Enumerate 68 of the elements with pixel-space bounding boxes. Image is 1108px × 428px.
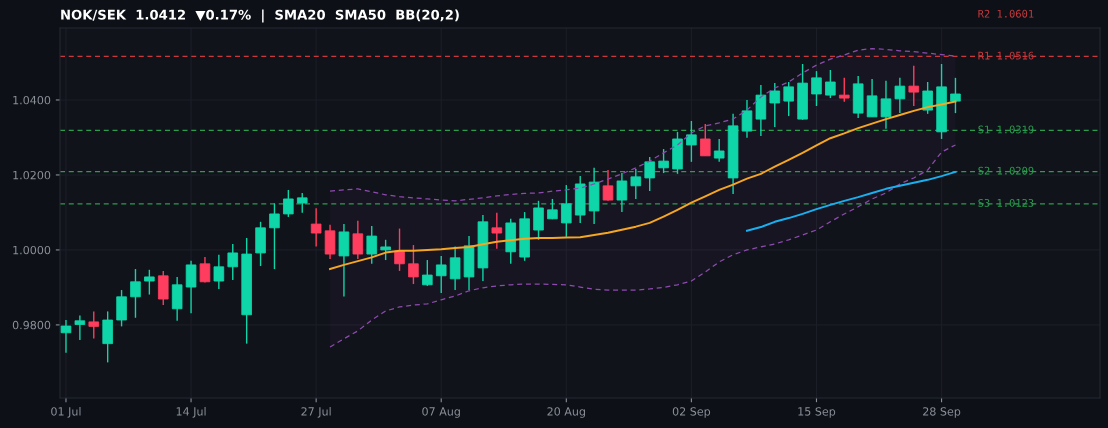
- candlestick: [422, 259, 433, 287]
- candlestick: [144, 269, 155, 296]
- candlestick: [811, 70, 822, 107]
- y-tick-label: 0.9800: [12, 320, 51, 330]
- candlestick: [533, 200, 544, 241]
- candlestick: [491, 212, 503, 250]
- candlestick: [213, 254, 225, 290]
- candlestick: [74, 314, 86, 341]
- candlestick: [352, 219, 364, 260]
- candlestick: [866, 78, 878, 118]
- y-tick-label: 1.0000: [13, 245, 51, 255]
- candlestick: [741, 99, 753, 139]
- candlestick: [713, 138, 725, 163]
- candlestick: [880, 80, 892, 130]
- candlestick: [630, 168, 642, 200]
- candlestick: [950, 77, 961, 114]
- x-tick-label: 28 Sep: [923, 407, 961, 418]
- candlestick: [380, 239, 391, 261]
- candlestick: [408, 244, 419, 285]
- x-tick-label: 02 Sep: [672, 407, 711, 418]
- candlestick: [838, 77, 850, 103]
- candlestick: [769, 82, 781, 128]
- y-tick-label: 1.0200: [13, 170, 51, 180]
- candlestick: [616, 172, 628, 213]
- candlestick: [283, 189, 294, 218]
- candlestick: [922, 81, 933, 115]
- candlestick: [686, 120, 697, 163]
- candlestick: [130, 268, 141, 319]
- candlestick: [783, 81, 794, 117]
- candlestick: [894, 77, 906, 114]
- candlestick: [157, 270, 169, 306]
- candlestick: [700, 123, 711, 157]
- candlestick: [324, 224, 336, 260]
- line-series: [329, 144, 957, 348]
- x-tick-label: 14 Jul: [176, 407, 206, 418]
- candlestick: [602, 169, 614, 202]
- x-tick-label: 07 Aug: [422, 407, 460, 418]
- chart-title: NOK/SEK 1.0412 ▼0.17% | SMA20 SMA50 BB(20,2): [61, 9, 459, 23]
- ref-line-label: S2 1.0209: [978, 166, 1034, 175]
- candlestick: [435, 255, 447, 294]
- x-tick-label: 01 Jul: [51, 407, 81, 418]
- candlestick: [310, 207, 322, 248]
- text: R2 1.0601: [978, 9, 1034, 18]
- candlestick: [185, 260, 197, 314]
- candlestick: [88, 310, 100, 340]
- candlestick: [269, 202, 280, 270]
- candlestick: [394, 227, 405, 272]
- candlestick: [199, 256, 211, 284]
- candlestick: [561, 184, 572, 238]
- candlestick: [116, 289, 127, 328]
- candlestick: [296, 192, 308, 214]
- candlestick: [908, 65, 920, 107]
- candlestick: [825, 69, 836, 99]
- candlestick: [366, 225, 378, 265]
- x-tick-label: 15 Sep: [798, 407, 836, 418]
- x-tick-label: 27 Jul: [301, 407, 331, 418]
- ref-line-label: S3 1.0123: [978, 198, 1034, 207]
- candlestick: [227, 243, 239, 281]
- candlestick: [658, 148, 669, 174]
- candlestick: [102, 310, 113, 364]
- candlestick: [171, 276, 183, 322]
- line-series: [329, 47, 957, 202]
- line-series: [746, 170, 957, 232]
- y-tick-label: 1.0400: [13, 95, 51, 105]
- candlestick: [644, 156, 655, 192]
- x-tick-label: 20 Aug: [547, 407, 585, 418]
- candlestick: [755, 84, 767, 137]
- candlestick: [338, 223, 350, 298]
